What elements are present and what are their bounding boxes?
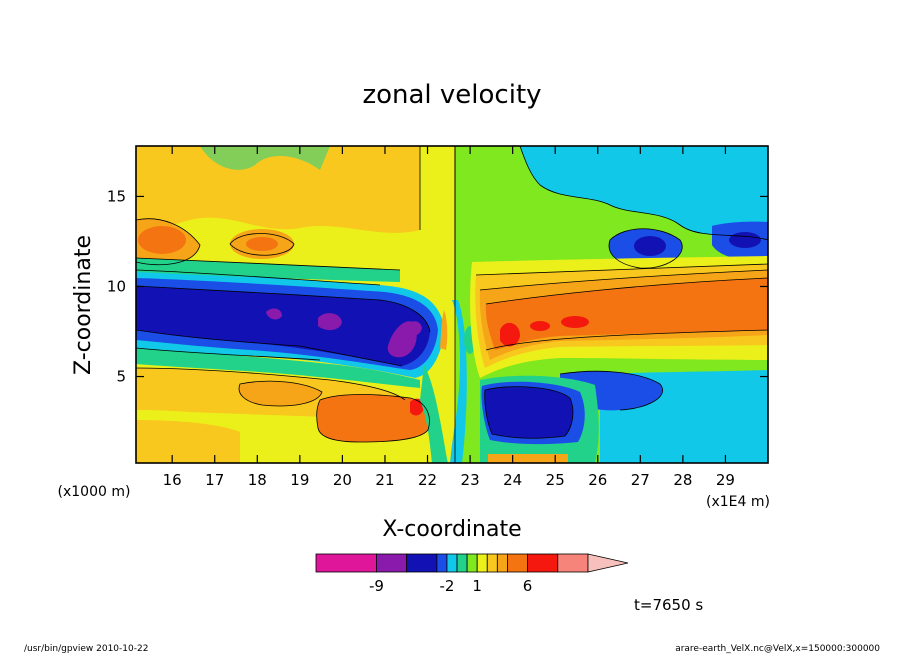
colorbar-segment (436, 553, 448, 573)
x-unit-note: (x1E4 m) (706, 494, 770, 510)
x-tick-label: 20 (333, 471, 352, 489)
time-annotation: t=7650 s (634, 596, 703, 614)
colorbar-tick-label: 6 (523, 577, 533, 595)
y-tick-label: 5 (116, 368, 126, 386)
colorbar-segment (486, 553, 498, 573)
plot-frame (135, 145, 769, 464)
plot-area (136, 146, 768, 463)
x-tick-label: 16 (163, 471, 182, 489)
x-tick-label: 26 (588, 471, 607, 489)
colorbar-segment (406, 553, 438, 573)
field-region-orange-bottom-left (136, 420, 240, 463)
colorbar-segment (456, 553, 468, 573)
field-region-orange-deep-band-right (485, 278, 768, 350)
colorbar-segment (466, 553, 478, 573)
field-region-red-3 (530, 321, 550, 331)
field-region-orange-light (136, 146, 420, 240)
field-region-purple-4 (404, 321, 422, 336)
y-unit-note: (x1000 m) (58, 484, 131, 500)
colorbar-segment (446, 553, 458, 573)
chart-title: zonal velocity (362, 80, 541, 110)
x-tick-label: 25 (546, 471, 565, 489)
y-tick-label: 10 (107, 277, 126, 295)
colorbar-segment (476, 553, 488, 573)
y-axis: 5 10 15 (107, 187, 768, 386)
y-tick-label: 15 (107, 187, 126, 205)
footer-right: arare-earth_VelX.nc@VelX,x=150000:300000 (675, 644, 880, 654)
colorbar-tick-label: 1 (472, 577, 482, 595)
field-region-orange-center (440, 310, 448, 350)
colorbar-tick-labels: -9 -2 1 6 (369, 577, 532, 595)
x-tick-label: 21 (375, 471, 394, 489)
colorbar (315, 553, 629, 573)
field-region-orange-strip (488, 454, 568, 463)
field-region-green-vertical-left (420, 365, 448, 463)
field-region-orange-2-core (246, 237, 278, 251)
field-region-cyan-center (450, 300, 467, 463)
colorbar-segment (315, 553, 377, 573)
field-region-blue-core (634, 236, 666, 256)
x-axis-label: X-coordinate (382, 517, 521, 542)
field-region-red-2 (561, 316, 589, 328)
x-tick-label: 19 (290, 471, 309, 489)
field-region-orange-deep (316, 394, 430, 442)
contour-lines (136, 146, 768, 463)
field-region-purple-1 (318, 313, 342, 331)
x-tick-label: 22 (418, 471, 437, 489)
field-region-blue-band-left (136, 286, 430, 366)
colorbar-tick-label: -2 (439, 577, 454, 595)
field-region-blue-right-core (729, 232, 761, 248)
field-region-green-wiggle (200, 146, 330, 170)
colorbar-extend-arrow (587, 553, 629, 573)
field-region-red-1 (500, 322, 520, 347)
colorbar-tick-label: -9 (369, 577, 384, 595)
x-tick-label: 17 (205, 471, 224, 489)
field-region-green-band-left-bottom (136, 348, 420, 388)
colorbar-segment (527, 553, 559, 573)
colorbar-segment (496, 553, 508, 573)
field-region-orange-lower-left-core (239, 381, 322, 406)
colorbar-segment (507, 553, 528, 573)
x-tick-label: 18 (248, 471, 267, 489)
field-region-orange-core (138, 226, 186, 254)
x-tick-label: 27 (631, 471, 650, 489)
field-region-cyan-upper-right (520, 146, 768, 240)
x-tick-label: 29 (716, 471, 735, 489)
x-axis: 16 17 18 19 20 21 22 23 24 25 26 27 28 29 (163, 146, 735, 489)
colorbar-segment (376, 553, 408, 573)
x-tick-label: 24 (503, 471, 522, 489)
x-tick-label: 28 (673, 471, 692, 489)
y-axis-label: Z-coordinate (71, 235, 96, 375)
x-tick-label: 23 (461, 471, 480, 489)
footer-left: /usr/bin/gpview 2010-10-22 (24, 644, 148, 654)
field-region-purple-3 (266, 308, 282, 320)
field-region-green-band-left-top (136, 258, 400, 282)
colorbar-segment (557, 553, 589, 573)
field-region-blue-lower-center (484, 386, 573, 439)
